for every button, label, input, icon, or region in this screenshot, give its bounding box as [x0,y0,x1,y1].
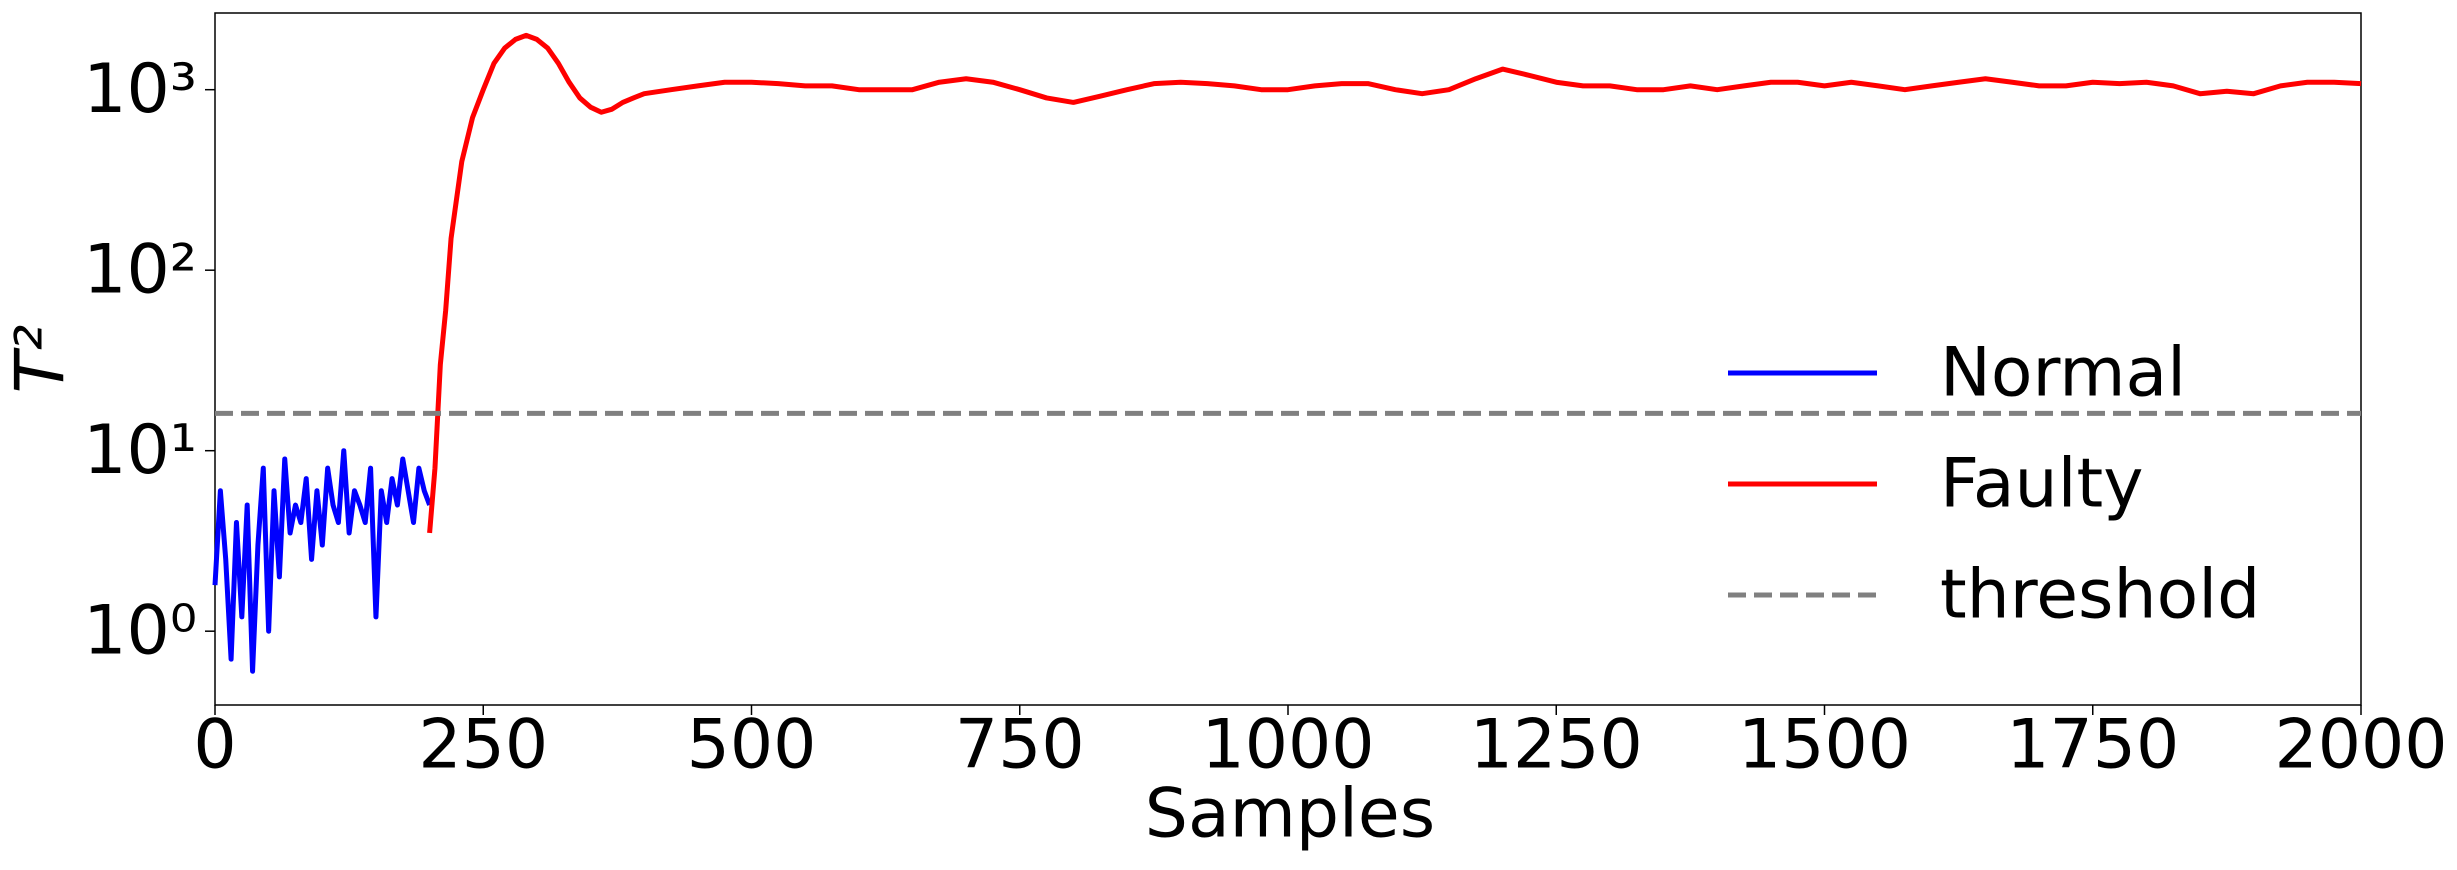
series-line [427,32,2362,534]
y-tick-label: 10⁰ [83,592,197,671]
y-tick-label: 10² [83,231,197,310]
x-tick-label: 1000 [1201,706,1374,785]
x-tick-label: 1250 [1470,706,1643,785]
legend-label: threshold [1940,556,2260,635]
series-line [212,448,432,674]
legend-label: Faulty [1940,445,2143,524]
x-tick-label: 750 [955,706,1085,785]
x-tick-label: 250 [418,706,548,785]
legend-label: Normal [1940,334,2186,413]
x-tick-label: 0 [193,706,236,785]
x-tick-label: 1750 [2006,706,2179,785]
y-tick-label: 10³ [83,50,197,129]
x-tick-label: 2000 [2274,706,2447,785]
x-tick-label: 500 [687,706,817,785]
x-axis-label: Samples [1145,775,1435,854]
x-tick-label: 1500 [1738,706,1911,785]
y-axis-label: T² [2,325,81,394]
y-tick-label: 10¹ [83,411,197,490]
